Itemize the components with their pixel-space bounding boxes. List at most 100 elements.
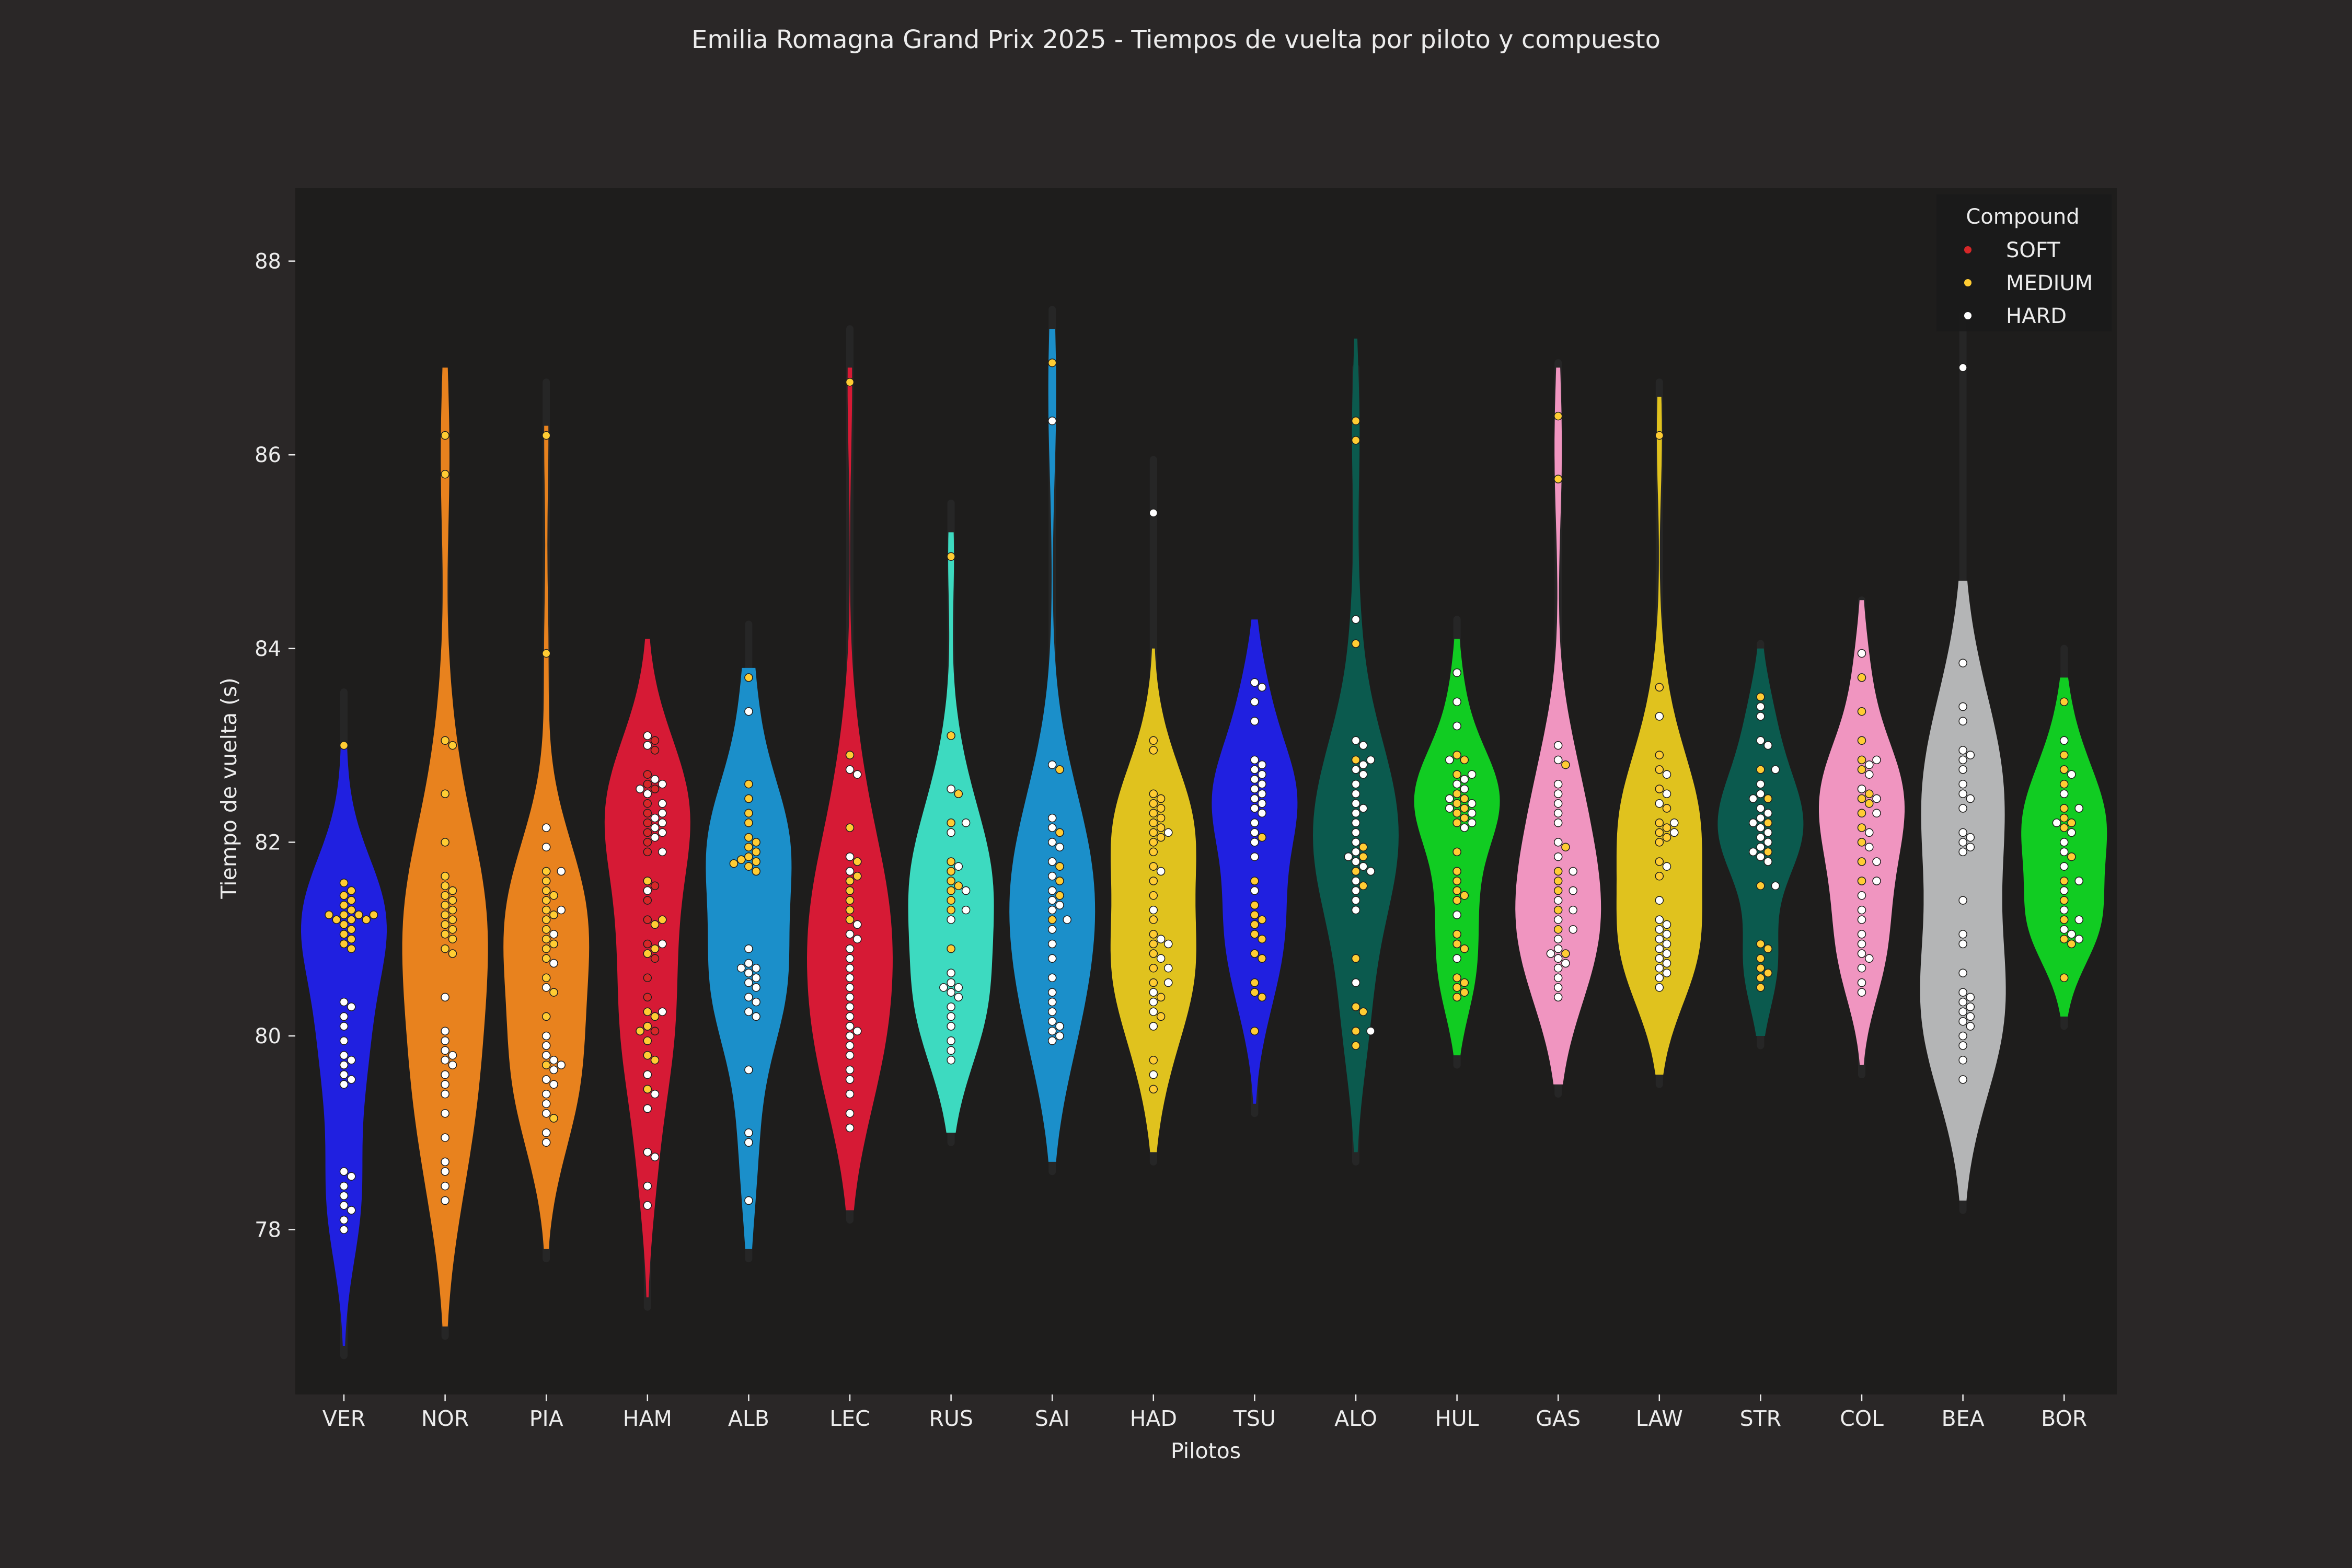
lap-point-pia-medium bbox=[541, 925, 551, 934]
lap-point-rus-medium bbox=[947, 867, 955, 876]
violin-hul bbox=[1414, 639, 1500, 1056]
lap-point-had-medium bbox=[1149, 736, 1158, 745]
lap-point-pia-hard bbox=[541, 983, 551, 992]
lap-point-bea-hard bbox=[1966, 751, 1975, 759]
lap-point-pia-hard bbox=[541, 1051, 551, 1060]
lap-point-bea-hard bbox=[1958, 1056, 1967, 1065]
lap-point-bea-hard bbox=[1958, 988, 1967, 997]
lap-point-tsu-medium bbox=[1250, 1027, 1259, 1035]
lap-point-ham-medium bbox=[658, 915, 667, 924]
lap-point-alb-hard bbox=[744, 707, 753, 716]
lap-point-lec-medium bbox=[845, 905, 855, 915]
lap-point-sai-hard bbox=[1047, 905, 1057, 915]
chart-title: Emilia Romagna Grand Prix 2025 - Tiempos… bbox=[691, 25, 1661, 54]
lap-point-alo-hard bbox=[1359, 804, 1368, 813]
x-tick-label-alo: ALO bbox=[1334, 1406, 1377, 1431]
lap-point-alo-hard bbox=[1344, 852, 1353, 861]
lap-point-gas-hard bbox=[1553, 964, 1563, 973]
lap-point-gas-hard bbox=[1569, 905, 1577, 915]
violin-lec bbox=[807, 367, 893, 1210]
lap-point-ham-medium bbox=[643, 1007, 652, 1016]
lap-point-bor-medium bbox=[2059, 751, 2069, 759]
lap-point-gas-hard bbox=[1569, 886, 1577, 895]
lap-point-hul-medium bbox=[1460, 813, 1469, 823]
lap-point-pia-medium bbox=[541, 431, 551, 440]
lap-point-nor-hard bbox=[441, 1027, 449, 1035]
lap-point-ver-hard bbox=[339, 997, 349, 1007]
lap-point-hul-medium bbox=[1452, 847, 1461, 857]
lap-point-hul-medium bbox=[1460, 891, 1469, 900]
lap-point-ham-soft bbox=[643, 770, 652, 779]
x-tick-label-str: STR bbox=[1740, 1406, 1782, 1431]
lap-point-alo-medium bbox=[1351, 1027, 1361, 1035]
lap-point-str-medium bbox=[1763, 969, 1772, 977]
lap-point-nor-medium bbox=[441, 920, 449, 929]
lap-point-sai-hard bbox=[1047, 1007, 1057, 1016]
lap-point-ver-hard bbox=[339, 1060, 349, 1069]
lap-point-alo-hard bbox=[1351, 905, 1361, 915]
lap-point-pia-medium bbox=[541, 886, 551, 895]
lap-point-nor-medium bbox=[441, 901, 449, 910]
lap-point-hul-medium bbox=[1452, 867, 1461, 876]
lap-point-law-medium bbox=[1655, 838, 1664, 847]
lap-point-sai-hard bbox=[1047, 838, 1057, 847]
x-tick-label-pia: PIA bbox=[529, 1406, 563, 1431]
lap-point-gas-medium bbox=[1553, 475, 1563, 483]
lap-point-law-hard bbox=[1662, 959, 1671, 968]
lap-point-pia-medium bbox=[541, 915, 551, 924]
lap-point-nor-medium bbox=[441, 881, 449, 891]
lap-point-rus-hard bbox=[947, 969, 955, 977]
lap-point-rus-medium bbox=[947, 877, 955, 885]
lap-point-bea-hard bbox=[1966, 833, 1975, 842]
lap-point-lec-hard bbox=[845, 1075, 855, 1084]
lap-point-alo-hard bbox=[1351, 809, 1361, 818]
lap-point-bor-hard bbox=[2059, 886, 2069, 895]
lap-point-gas-hard bbox=[1569, 925, 1577, 934]
lap-point-lec-hard bbox=[845, 964, 855, 973]
lap-point-lec-medium bbox=[845, 377, 855, 387]
violin-bea bbox=[1920, 581, 2006, 1201]
lap-point-law-hard bbox=[1662, 949, 1671, 958]
lap-point-tsu-hard bbox=[1250, 838, 1259, 847]
lap-point-gas-hard bbox=[1553, 915, 1563, 924]
lap-point-col-medium bbox=[1857, 823, 1866, 832]
lap-point-pia-medium bbox=[541, 935, 551, 943]
lap-point-bea-hard bbox=[1958, 1075, 1967, 1084]
lap-point-str-hard bbox=[1756, 712, 1765, 721]
lap-point-ver-medium bbox=[339, 891, 349, 900]
lap-point-bea-hard bbox=[1966, 993, 1975, 1002]
lap-point-pia-hard bbox=[549, 930, 558, 939]
lap-point-col-hard bbox=[1872, 809, 1881, 818]
lap-point-alo-hard bbox=[1351, 838, 1361, 847]
lap-point-tsu-hard bbox=[1250, 697, 1259, 706]
lap-point-nor-hard bbox=[441, 1046, 449, 1055]
lap-point-gas-hard bbox=[1553, 755, 1563, 765]
lap-point-had-medium bbox=[1149, 799, 1158, 808]
lap-point-pia-medium bbox=[541, 649, 551, 658]
lap-point-gas-hard bbox=[1553, 779, 1563, 789]
lap-point-str-hard bbox=[1756, 843, 1765, 851]
lap-point-ver-hard bbox=[339, 1201, 349, 1210]
lap-point-ham-hard bbox=[643, 1070, 652, 1079]
lap-point-hul-hard bbox=[1452, 954, 1461, 963]
lap-point-alb-medium bbox=[744, 673, 753, 682]
lap-point-col-hard bbox=[1857, 930, 1866, 939]
lap-point-nor-medium bbox=[441, 891, 449, 900]
lap-point-rus-hard bbox=[954, 993, 963, 1002]
lap-point-str-medium bbox=[1763, 944, 1772, 953]
lap-point-had-medium bbox=[1149, 818, 1158, 827]
lap-point-str-medium bbox=[1756, 939, 1765, 949]
lap-point-bor-medium bbox=[2059, 765, 2069, 774]
violin-alo bbox=[1313, 338, 1399, 1152]
lap-point-law-hard bbox=[1655, 712, 1664, 721]
lap-point-had-hard bbox=[1164, 978, 1173, 987]
lap-point-str-medium bbox=[1756, 964, 1765, 973]
violin-nor bbox=[402, 367, 488, 1327]
lap-point-gas-medium bbox=[1553, 877, 1563, 885]
lap-point-bor-hard bbox=[2074, 804, 2083, 813]
lap-point-bor-medium bbox=[2067, 818, 2076, 827]
lap-point-bea-hard bbox=[1958, 717, 1967, 726]
lap-point-gas-hard bbox=[1553, 935, 1563, 943]
lap-point-ham-soft bbox=[643, 973, 652, 983]
plot-area bbox=[295, 188, 2117, 1394]
